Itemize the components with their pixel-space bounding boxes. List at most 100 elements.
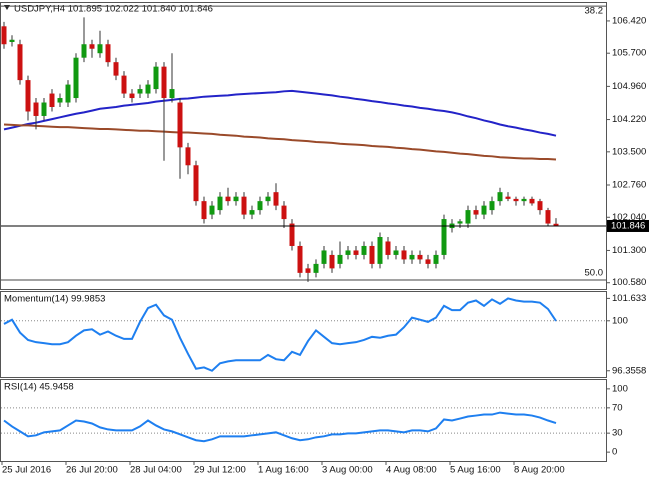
candle-body	[97, 44, 103, 54]
candle-body	[241, 196, 247, 215]
last-price-label: 101.846	[611, 220, 645, 231]
candle-body	[145, 84, 151, 94]
x-tick-label: 29 Jul 12:00	[194, 465, 246, 476]
price-panel	[0, 2, 607, 290]
moving-average	[3, 123, 557, 161]
candle-body	[273, 192, 279, 206]
candle-body	[441, 219, 447, 255]
y-tick-label: 100	[612, 315, 628, 326]
candle-body	[481, 205, 487, 215]
y-tick-label: 0	[612, 447, 617, 458]
candle-body	[169, 89, 175, 99]
y-tick-label: 100.580	[612, 277, 646, 288]
chart-title: USDJPY,H4 101.895 102.022 101.840 101.84…	[14, 4, 213, 15]
candle-body	[65, 84, 71, 103]
candle-body	[185, 147, 191, 166]
candle-body	[177, 102, 183, 148]
rsi-title: RSI(14) 45.9458	[4, 382, 74, 393]
candle-body	[217, 196, 223, 211]
x-tick-label: 3 Aug 00:00	[322, 465, 373, 476]
candle-body	[313, 263, 319, 273]
x-tick-label: 8 Aug 20:00	[514, 465, 565, 476]
y-tick-label: 70	[612, 402, 623, 413]
y-tick-label: 104.960	[612, 81, 646, 92]
candle-body	[345, 250, 351, 255]
candle-body	[433, 254, 439, 264]
candle-body	[33, 102, 39, 116]
candle-body	[521, 198, 527, 202]
candle-body	[401, 250, 407, 260]
candle-body	[297, 245, 303, 273]
candle-body	[409, 254, 415, 260]
candle-body	[17, 44, 23, 81]
candle-body	[417, 254, 423, 260]
rsi-panel	[0, 379, 607, 462]
candle-body	[281, 205, 287, 220]
indicator-line	[3, 411, 557, 443]
y-tick-label: 101.300	[612, 245, 646, 256]
candle-body	[305, 268, 311, 273]
momentum-panel	[0, 291, 607, 378]
candle-body	[465, 210, 471, 224]
candle-body	[1, 26, 7, 45]
candle-body	[377, 237, 383, 264]
candle-body	[353, 250, 359, 255]
x-tick-label: 4 Aug 08:00	[386, 465, 437, 476]
candle-body	[225, 196, 231, 202]
x-tick-label: 1 Aug 16:00	[258, 465, 309, 476]
candle-body	[505, 196, 511, 199]
candle-body	[393, 250, 399, 255]
y-tick-label: 102.040	[612, 212, 646, 223]
candle-body	[41, 102, 47, 116]
candle-body	[121, 75, 127, 94]
y-tick-label: 106.420	[612, 15, 646, 26]
x-tick-label: 28 Jul 04:00	[130, 465, 182, 476]
x-tick-label: 26 Jul 20:00	[66, 465, 118, 476]
candle-body	[113, 62, 119, 76]
candle-body	[489, 201, 495, 211]
moving-average	[3, 89, 557, 137]
x-tick-label: 5 Aug 16:00	[450, 465, 501, 476]
candle-body	[81, 44, 87, 58]
candle-body	[361, 245, 367, 255]
candle-body	[337, 254, 343, 264]
candle-body	[321, 250, 327, 264]
candle-body	[73, 57, 79, 99]
y-tick-label: 102.760	[612, 180, 646, 191]
candle-body	[137, 89, 143, 94]
candle-body	[329, 254, 335, 269]
candle-body	[265, 196, 271, 202]
candle-body	[289, 223, 295, 246]
y-tick-label: 105.700	[612, 48, 646, 59]
candle-body	[49, 93, 55, 107]
candle-body	[57, 98, 63, 103]
fib-label: 50.0	[585, 268, 604, 279]
candle-body	[497, 192, 503, 202]
candle-body	[201, 201, 207, 220]
candle-body	[537, 201, 543, 211]
candle-body	[9, 39, 15, 42]
candle-body	[369, 245, 375, 264]
candle-body	[529, 198, 535, 204]
candle-body	[89, 44, 95, 49]
candle-body	[233, 196, 239, 202]
indicator-line	[3, 297, 557, 372]
y-tick-label: 30	[612, 428, 623, 439]
y-tick-label: 101.633	[612, 293, 646, 304]
candle-body	[193, 165, 199, 202]
last-price-box	[607, 219, 649, 232]
candle-body	[249, 210, 255, 215]
candle-body	[457, 221, 463, 224]
candle-body	[161, 66, 167, 99]
candle-body	[209, 205, 215, 215]
candle-body	[425, 259, 431, 264]
candle-body	[513, 198, 519, 202]
candle-body	[553, 223, 559, 226]
candle-body	[153, 66, 159, 90]
candle-body	[105, 44, 111, 63]
candle-body	[385, 241, 391, 255]
y-tick-label: 100	[612, 383, 628, 394]
fib-label: 38.2	[585, 6, 604, 17]
